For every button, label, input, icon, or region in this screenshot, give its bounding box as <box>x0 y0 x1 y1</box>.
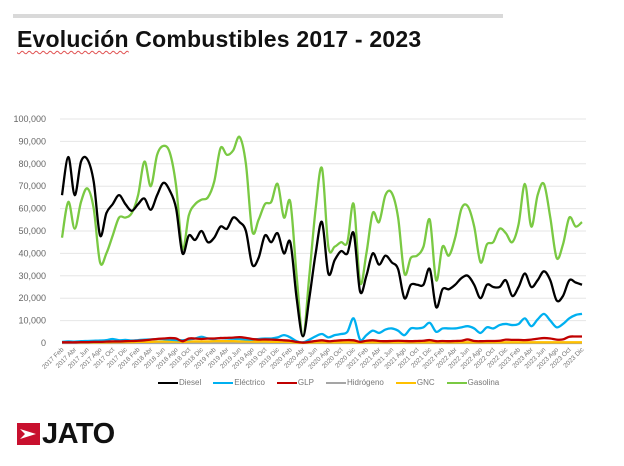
y-tick-label: 70,000 <box>18 181 46 191</box>
legend-label: Gasolina <box>467 378 500 387</box>
legend-swatch <box>446 381 467 384</box>
jato-flag-icon <box>17 423 40 445</box>
legend-swatch <box>213 381 234 384</box>
legend-swatch <box>325 381 346 384</box>
y-tick-label: 0 <box>41 338 46 348</box>
legend-item: Hidrógeno <box>325 378 384 387</box>
top-divider <box>13 14 503 18</box>
chart-legend: Diesel Eléctrico GLP Hidrógeno GNC Gasolina <box>158 378 499 387</box>
series-line-gasolina <box>60 135 583 338</box>
legend-item: Diesel <box>158 378 201 387</box>
series-line-gnc <box>62 340 582 344</box>
legend-label: Hidrógeno <box>346 378 384 387</box>
series-line-diesel <box>60 155 583 338</box>
jato-logo-text: JATO <box>42 418 115 450</box>
y-tick-label: 80,000 <box>18 159 46 169</box>
y-tick-label: 60,000 <box>18 204 46 214</box>
legend-swatch <box>158 381 178 384</box>
y-tick-label: 10,000 <box>18 316 46 326</box>
legend-label: Diesel <box>179 378 202 387</box>
y-tick-label: 20,000 <box>18 293 46 303</box>
legend-item: Gasolina <box>446 378 500 387</box>
y-tick-label: 50,000 <box>18 226 46 236</box>
title-rest: Combustibles 2017 - 2023 <box>128 26 422 52</box>
series-line-glp <box>62 335 583 344</box>
title-word-evolucion: Evolución <box>17 26 129 52</box>
jato-logo: JATO <box>17 418 115 450</box>
series-line-electrico <box>61 312 583 344</box>
y-tick-label: 30,000 <box>18 271 46 281</box>
legend-item: GNC <box>395 378 435 387</box>
y-tick-label: 90,000 <box>18 136 46 146</box>
legend-label: GNC <box>416 378 435 387</box>
page-title: Evolución Combustibles 2017 - 2023 <box>17 26 421 53</box>
legend-item: GLP <box>276 378 314 387</box>
legend-item: Eléctrico <box>213 378 265 387</box>
y-tick-label: 100,000 <box>13 114 46 124</box>
legend-label: GLP <box>297 378 314 387</box>
legend-swatch <box>276 381 297 384</box>
legend-label: Eléctrico <box>234 378 265 387</box>
y-tick-label: 40,000 <box>18 248 46 258</box>
legend-swatch <box>395 381 416 384</box>
